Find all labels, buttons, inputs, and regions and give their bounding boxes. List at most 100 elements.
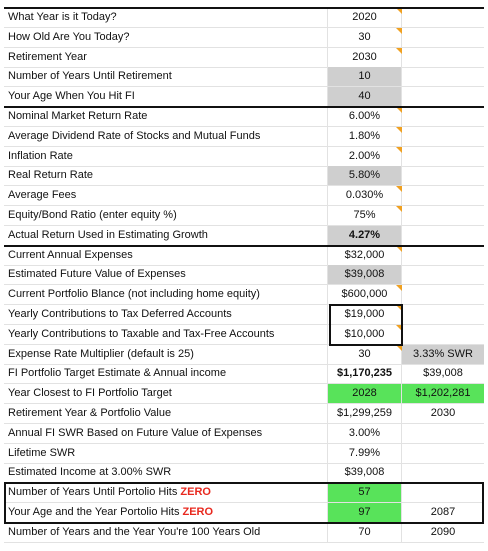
extra-cell[interactable]: 3.33% SWR <box>402 344 484 365</box>
extra-cell[interactable] <box>402 166 484 187</box>
value-cell[interactable]: $1,170,235 <box>328 364 402 385</box>
extra-cell[interactable]: 2090 <box>402 523 484 543</box>
input-marker <box>396 27 402 34</box>
row-label: Average Fees <box>4 186 328 207</box>
extra-cell[interactable]: 2030 <box>402 404 484 424</box>
input-marker <box>396 285 402 292</box>
label-text: FI Portfolio Target Estimate & Annual in… <box>8 367 227 380</box>
extra-cell[interactable] <box>402 463 484 484</box>
extra-cell[interactable] <box>402 107 484 127</box>
row-label: Retirement Year <box>4 47 328 68</box>
label-text: Current Annual Expenses <box>8 248 133 261</box>
label-text: Your Age When You Hit FI <box>8 90 135 103</box>
row-label: How Old Are You Today? <box>4 27 328 48</box>
value-cell[interactable]: 7.99% <box>328 443 402 464</box>
label-text: Annual FI SWR Based on Future Value of E… <box>8 426 263 439</box>
row-label: Estimated Future Value of Expenses <box>4 265 328 286</box>
extra-cell[interactable] <box>402 127 484 147</box>
label-text: Average Dividend Rate of Stocks and Mutu… <box>8 129 261 142</box>
label-text: Estimated Income at 3.00% SWR <box>8 466 172 479</box>
input-marker <box>396 186 402 193</box>
extra-cell[interactable] <box>402 265 484 286</box>
value-cell[interactable]: 75% <box>328 206 402 226</box>
label-text: Expense Rate Multiplier (default is 25) <box>8 347 194 360</box>
value-cell[interactable]: 3.00% <box>328 423 402 444</box>
row-label: Number of Years Until Portolio Hits ZERO <box>4 483 328 504</box>
value-cell[interactable]: 70 <box>328 522 402 543</box>
value-cell[interactable]: 4.27% <box>328 225 402 246</box>
value-cell[interactable]: 40 <box>328 87 402 108</box>
label-text: Your Age and the Year Portolio Hits <box>8 506 183 518</box>
extra-cell[interactable] <box>402 483 484 504</box>
label-emphasis: ZERO <box>180 486 211 499</box>
input-marker <box>396 8 402 14</box>
extra-cell[interactable] <box>402 246 484 266</box>
extra-cell[interactable] <box>402 424 484 444</box>
row-label: Expense Rate Multiplier (default is 25) <box>4 344 328 365</box>
extra-cell[interactable] <box>402 8 484 28</box>
value-cell[interactable]: 57 <box>328 483 402 504</box>
value-cell[interactable]: 1.80% <box>328 126 402 147</box>
label-text: Nominal Market Return Rate <box>8 110 148 122</box>
label-emphasis: ZERO <box>182 506 214 518</box>
extra-cell[interactable] <box>402 67 484 88</box>
label-text: Current Portfolio Blance (not including … <box>8 288 260 301</box>
value-cell[interactable]: 2030 <box>328 47 402 68</box>
section-border <box>4 106 484 108</box>
extra-cell[interactable] <box>402 226 484 246</box>
value-cell[interactable]: 10 <box>328 67 402 88</box>
value-cell[interactable]: 5.80% <box>328 166 402 187</box>
row-label: Year Closest to FI Portfolio Target <box>4 384 328 405</box>
row-label: Inflation Rate <box>4 146 328 167</box>
value-cell[interactable]: 6.00% <box>328 107 402 127</box>
row-label: Annual FI SWR Based on Future Value of E… <box>4 423 328 444</box>
highlight-box <box>4 482 484 524</box>
extra-cell[interactable] <box>402 305 484 325</box>
value-cell[interactable]: 30 <box>328 27 402 48</box>
value-cell[interactable]: $32,000 <box>328 245 402 266</box>
value-cell[interactable]: 2028 <box>328 384 402 405</box>
label-text: Retirement Year & Portfolio Value <box>8 407 172 419</box>
label-text: Average Fees <box>8 189 77 202</box>
label-text: Yearly Contributions to Tax Deferred Acc… <box>8 308 232 320</box>
extra-cell[interactable] <box>402 48 484 68</box>
extra-cell[interactable] <box>402 186 484 207</box>
label-text: What Year is it Today? <box>8 11 117 23</box>
extra-cell[interactable] <box>402 325 484 345</box>
section-border <box>4 7 484 9</box>
value-cell[interactable]: $600,000 <box>328 285 402 306</box>
row-label: Number of Years and the Year You're 100 … <box>4 522 328 543</box>
extra-cell[interactable]: $1,202,281 <box>402 384 484 405</box>
value-cell[interactable]: $39,008 <box>328 265 402 286</box>
input-marker <box>396 126 402 133</box>
value-cell[interactable]: 30 <box>328 344 402 365</box>
input-marker <box>396 245 402 252</box>
row-label: Average Dividend Rate of Stocks and Mutu… <box>4 126 328 147</box>
label-text: Estimated Future Value of Expenses <box>8 268 186 281</box>
value-cell[interactable]: 2.00% <box>328 146 402 167</box>
extra-cell[interactable] <box>402 28 484 48</box>
row-label: Current Portfolio Blance (not including … <box>4 285 328 306</box>
row-label: Actual Return Used in Estimating Growth <box>4 225 328 246</box>
label-text: Actual Return Used in Estimating Growth <box>8 228 208 241</box>
section-border <box>4 244 484 247</box>
label-text: Number of Years Until Retirement <box>8 70 172 83</box>
row-label: Equity/Bond Ratio (enter equity %) <box>4 206 328 226</box>
value-cell[interactable]: $39,008 <box>328 463 402 484</box>
row-label: What Year is it Today? <box>4 8 328 28</box>
extra-cell[interactable] <box>402 147 484 167</box>
extra-cell[interactable] <box>402 285 484 306</box>
row-label: Your Age When You Hit FI <box>4 87 328 108</box>
row-label: Lifetime SWR <box>4 443 328 464</box>
value-cell[interactable]: 2020 <box>328 8 402 28</box>
extra-cell[interactable]: $39,008 <box>402 364 484 385</box>
value-cell[interactable]: 0.030% <box>328 186 402 207</box>
label-text: Inflation Rate <box>8 149 73 162</box>
label-text: Real Return Rate <box>8 169 93 182</box>
extra-cell[interactable] <box>402 87 484 108</box>
extra-cell[interactable] <box>402 444 484 464</box>
extra-cell[interactable] <box>402 206 484 226</box>
label-text: How Old Are You Today? <box>8 30 130 43</box>
value-cell[interactable]: $1,299,259 <box>328 404 402 424</box>
